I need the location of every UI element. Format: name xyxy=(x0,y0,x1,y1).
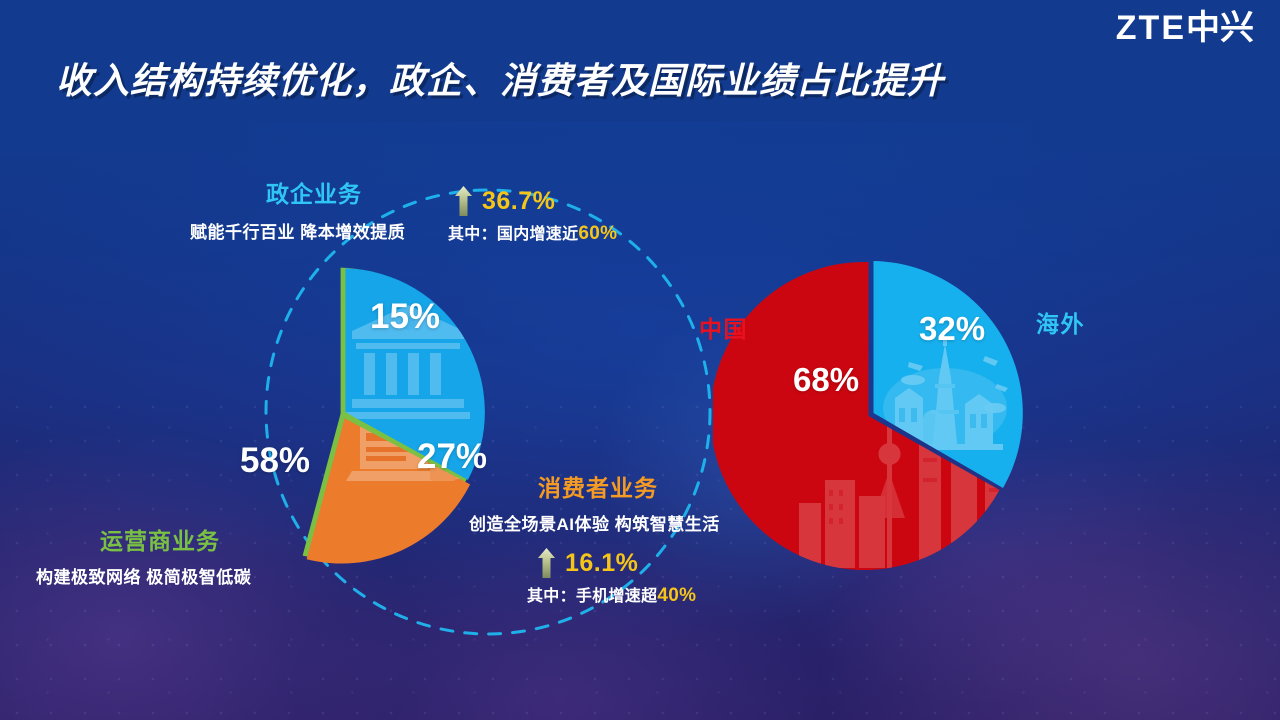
pie-chart-business-segments xyxy=(302,267,485,564)
pie-slice-consumer xyxy=(306,418,471,564)
label-enterprise-title: 政企业务 xyxy=(266,181,362,207)
label-consumer-title: 消费者业务 xyxy=(538,475,658,501)
label-operator-subtitle: 构建极致网络 极简极智低碳 xyxy=(36,568,252,587)
growth-enterprise-note-value: 60% xyxy=(578,223,618,244)
dashed-connector-ring xyxy=(264,188,712,636)
background-glow xyxy=(590,300,920,630)
arrow-up-icon xyxy=(455,186,472,216)
header-band xyxy=(0,0,1280,122)
growth-enterprise-note-prefix: 其中：国内增速近 xyxy=(448,226,579,243)
growth-consumer: 16.1% xyxy=(538,548,638,578)
antenna-tower-icon xyxy=(302,294,324,406)
label-operator-title: 运营商业务 xyxy=(100,528,220,554)
growth-enterprise: 36.7% xyxy=(455,186,555,216)
pie-value-overseas: 32% xyxy=(919,310,986,347)
growth-enterprise-note: 其中：国内增速近60% xyxy=(448,220,617,245)
pie-value-enterprise: 15% xyxy=(370,297,441,336)
label-consumer-subtitle: 创造全场景AI体验 构筑智慧生活 xyxy=(469,515,720,534)
pie-slice-operator xyxy=(302,267,483,560)
label-overseas: 海外 xyxy=(1036,311,1085,337)
pie-slice-overseas xyxy=(873,261,1023,488)
growth-consumer-value: 16.1% xyxy=(565,548,639,577)
pie-chart-region xyxy=(713,261,1023,570)
growth-consumer-note-value: 40% xyxy=(657,585,697,606)
pie-slice-china xyxy=(713,261,1000,570)
pie-value-consumer: 27% xyxy=(417,437,488,476)
growth-consumer-note-prefix: 其中：手机增速超 xyxy=(527,588,658,605)
zte-logo-cjk: 中兴 xyxy=(1186,9,1254,47)
label-china: 中国 xyxy=(699,316,748,342)
growth-enterprise-value: 36.7% xyxy=(482,186,556,215)
zte-logo-latin: ZTE xyxy=(1115,9,1186,47)
world-landmarks-icon xyxy=(883,336,1008,450)
page-title: 收入结构持续优化，政企、消费者及国际业绩占比提升 xyxy=(56,60,945,101)
label-enterprise-subtitle: 赋能千行百业 降本增效提质 xyxy=(190,223,406,242)
pie-value-china: 68% xyxy=(793,361,860,398)
zte-logo: ZTE中兴 xyxy=(1116,8,1254,48)
pie-value-operator: 58% xyxy=(240,441,311,480)
arrow-up-icon xyxy=(538,548,555,578)
growth-consumer-note: 其中：手机增速超40% xyxy=(527,582,696,607)
